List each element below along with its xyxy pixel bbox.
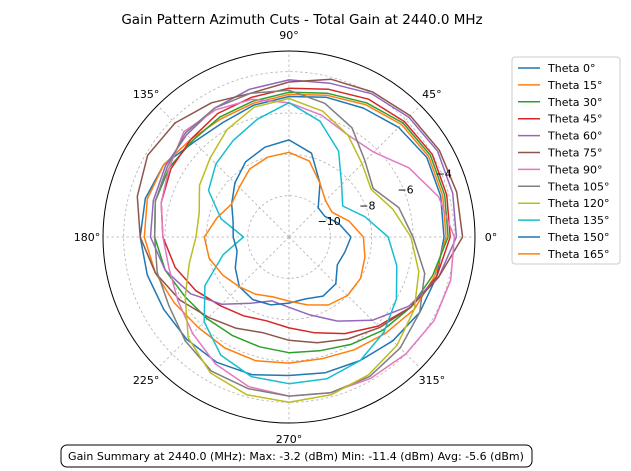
chart-title: Gain Pattern Azimuth Cuts - Total Gain a… [121, 12, 482, 28]
angle-tick-label: 225° [133, 374, 160, 387]
series-lines [136, 78, 464, 404]
radial-tick-label: −8 [359, 199, 375, 212]
grid-spoke [288, 105, 421, 238]
radial-tick-label: −6 [397, 184, 413, 197]
summary-box [60, 444, 533, 468]
legend-label: Theta 165° [547, 248, 610, 261]
series-line [143, 93, 447, 364]
legend-label: Theta 135° [547, 214, 610, 227]
grid-spoke [157, 105, 290, 238]
angle-tick-label: 315° [419, 374, 446, 387]
angle-tick-label: 270° [276, 433, 303, 446]
series-line [203, 101, 398, 385]
series-line [184, 97, 420, 404]
grid-circle [205, 153, 373, 321]
series-line [149, 79, 458, 322]
series-line [139, 95, 445, 377]
legend-label: Theta 75° [547, 147, 603, 160]
series-line [136, 78, 464, 344]
summary-text: Gain Summary at 2440.0 (MHz): Max: -3.2 … [68, 450, 524, 463]
legend-label: Theta 0° [547, 62, 596, 75]
legend-label: Theta 90° [547, 163, 603, 176]
series-line [153, 89, 426, 397]
grid-spoke [157, 236, 290, 369]
radial-tick-labels: −10 −8 −6 −4 [318, 168, 452, 228]
grid-spoke [288, 236, 421, 369]
gain-summary: Gain Summary at 2440.0 (MHz): Max: -3.2 … [60, 444, 533, 468]
legend-label: Theta 120° [547, 197, 610, 210]
angle-tick-label: 90° [279, 29, 299, 42]
angle-tick-labels: 0° 45° 90° 135° 180° 225° 270° 315° [74, 29, 498, 446]
angle-tick-label: 180° [74, 231, 101, 244]
legend-label: Theta 105° [547, 180, 610, 193]
legend-label: Theta 15° [547, 79, 603, 92]
angle-tick-label: 135° [133, 88, 160, 101]
radial-tick-label: −10 [318, 215, 341, 228]
legend: Theta 0° Theta 15° Theta 30° Theta 45° Theta… [511, 56, 621, 265]
legend-label: Theta 150° [547, 231, 610, 244]
legend-label: Theta 60° [547, 130, 603, 143]
legend-label: Theta 45° [547, 113, 603, 126]
legend-label: Theta 30° [547, 96, 603, 109]
radial-tick-label: −4 [436, 168, 452, 181]
series-line [203, 151, 366, 306]
legend-frame [511, 56, 621, 265]
polar-grid [103, 51, 475, 423]
angle-tick-label: 0° [485, 231, 498, 244]
angle-tick-label: 45° [422, 88, 442, 101]
polar-frame [102, 50, 476, 424]
